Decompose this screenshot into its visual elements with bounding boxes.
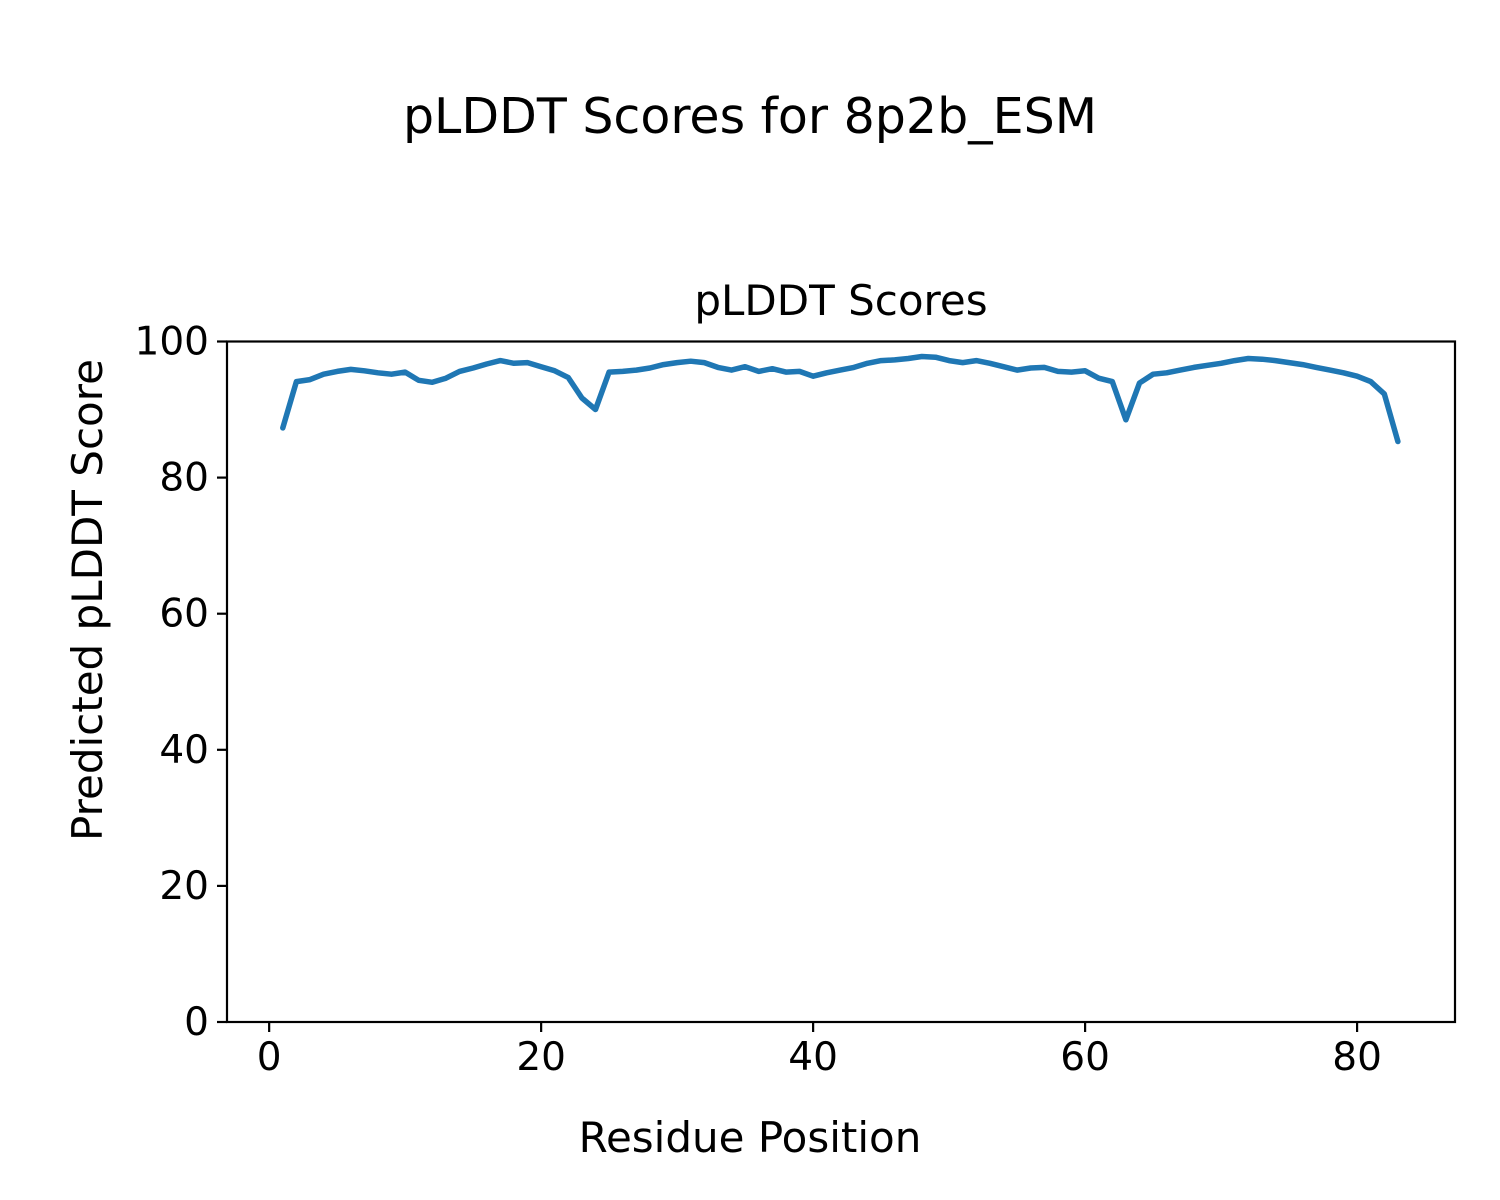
- x-tick-label: 20: [516, 1035, 566, 1080]
- x-tick-label: 80: [1332, 1035, 1382, 1080]
- x-tick-label: 40: [788, 1035, 838, 1080]
- chart-content: 0 20 40 60 80 0 20 40 60 80 100: [135, 320, 1457, 1080]
- plddt-line: [280, 353, 1401, 445]
- y-tick-label: 20: [159, 864, 209, 909]
- y-tick-label: 100: [135, 320, 209, 365]
- y-tick-label: 60: [159, 592, 209, 637]
- figure-suptitle: pLDDT Scores for 8p2b_ESM: [403, 88, 1097, 145]
- y-tick-label: 0: [184, 1000, 209, 1045]
- x-tick-label: 60: [1060, 1035, 1110, 1080]
- axes-spines: [225, 340, 1457, 1024]
- chart-title: pLDDT Scores: [694, 276, 987, 325]
- y-tick-label: 80: [159, 456, 209, 501]
- x-tick-label: 0: [257, 1035, 282, 1080]
- y-tick-label: 40: [159, 728, 209, 773]
- y-axis-label: Predicted pLDDT Score: [63, 359, 112, 841]
- x-axis-label: Residue Position: [579, 1113, 922, 1162]
